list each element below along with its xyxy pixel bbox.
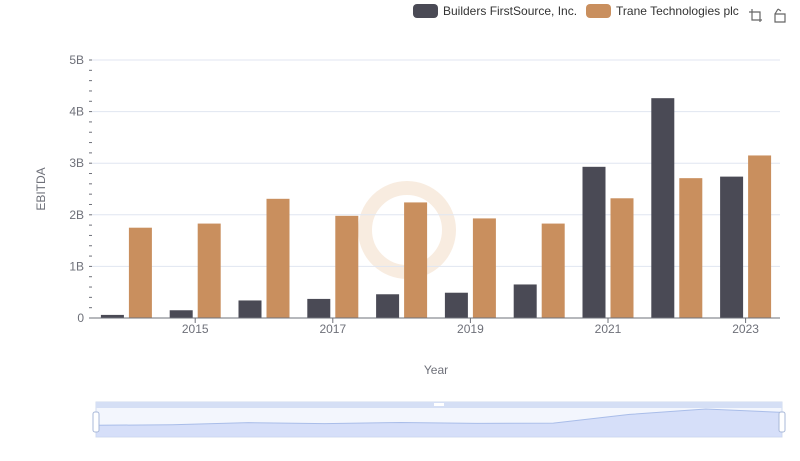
y-tick-label: 2B — [69, 208, 84, 222]
zoom-icon[interactable] — [746, 6, 764, 24]
y-tick-label: 5B — [69, 53, 84, 67]
bar-trane-2022 — [679, 178, 703, 318]
y-tick-label: 1B — [69, 259, 84, 273]
toolbox — [746, 6, 798, 24]
x-axis-title: Year — [424, 363, 448, 377]
zoom-handle-left[interactable] — [92, 411, 100, 433]
bar-builders-2023 — [720, 176, 744, 318]
y-tick-label: 0 — [77, 311, 84, 325]
data-zoom-slider[interactable] — [92, 401, 786, 438]
legend-item-builders[interactable]: Builders FirstSource, Inc. — [413, 4, 577, 18]
y-tick-label: 4B — [69, 105, 84, 119]
bars — [100, 98, 772, 319]
legend-label-builders: Builders FirstSource, Inc. — [443, 4, 578, 18]
bar-builders-2021 — [582, 166, 606, 318]
zoom-handle-right[interactable] — [778, 411, 786, 433]
legend-label-trane: Trane Technologies plc — [616, 4, 739, 18]
bar-trane-2014 — [128, 227, 152, 318]
y-tick-label: 3B — [69, 156, 84, 170]
bar-trane-2018 — [404, 202, 428, 318]
bar-builders-2016 — [238, 300, 262, 318]
legend-item-trane[interactable]: Trane Technologies plc — [586, 4, 739, 18]
bar-trane-2019 — [472, 218, 496, 318]
legend-swatch-builders — [413, 4, 438, 18]
bar-builders-2015 — [169, 310, 193, 318]
bar-builders-2018 — [376, 294, 400, 318]
bar-trane-2021 — [610, 198, 634, 318]
bar-trane-2023 — [748, 155, 772, 318]
axes: 0 1B 2B 3B 4B 5B 2015 2017 2019 2021 2023 — [69, 53, 780, 336]
x-tick-label: 2017 — [319, 322, 346, 336]
legend: Builders FirstSource, Inc. Trane Technol… — [413, 4, 748, 18]
x-tick-label: 2019 — [457, 322, 484, 336]
bar-builders-2017 — [307, 298, 331, 318]
bar-trane-2017 — [335, 215, 359, 318]
y-axis-title: EBITDA — [34, 167, 48, 210]
zoom-preview-line — [95, 408, 783, 426]
zoom-drag-grip — [434, 403, 444, 406]
x-tick-label: 2021 — [595, 322, 622, 336]
y-axis-minor-ticks — [89, 59, 92, 319]
grid-lines — [92, 59, 780, 267]
bar-builders-2019 — [444, 292, 468, 318]
bar-builders-2014 — [100, 314, 124, 318]
bar-trane-2016 — [266, 198, 290, 318]
bar-builders-2020 — [513, 284, 537, 318]
bar-trane-2015 — [197, 223, 221, 318]
bar-builders-2022 — [651, 98, 675, 319]
restore-icon[interactable] — [772, 6, 790, 24]
x-tick-label: 2023 — [732, 322, 759, 336]
x-tick-label: 2015 — [182, 322, 209, 336]
bar-trane-2020 — [541, 223, 565, 318]
legend-swatch-trane — [586, 4, 612, 18]
